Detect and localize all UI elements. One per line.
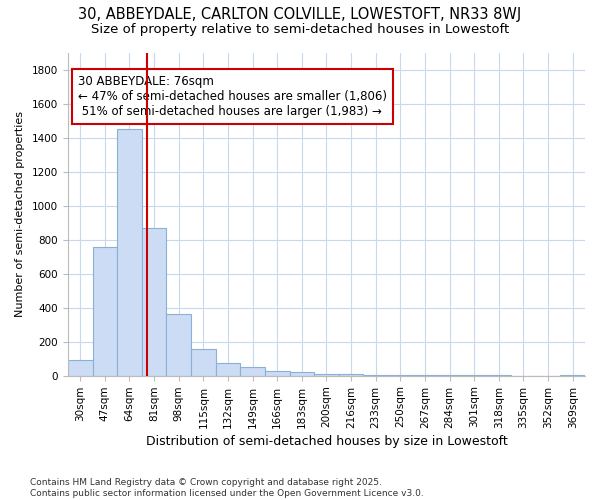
Y-axis label: Number of semi-detached properties: Number of semi-detached properties (15, 111, 25, 317)
Bar (215, 363, 240, 376)
Bar (166, 314, 191, 376)
Bar (388, 375, 413, 376)
X-axis label: Distribution of semi-detached houses by size in Lowestoft: Distribution of semi-detached houses by … (146, 434, 508, 448)
Text: 30 ABBEYDALE: 76sqm
← 47% of semi-detached houses are smaller (1,806)
 51% of se: 30 ABBEYDALE: 76sqm ← 47% of semi-detach… (78, 75, 387, 118)
Bar (92, 248, 117, 376)
Text: 30, ABBEYDALE, CARLTON COLVILLE, LOWESTOFT, NR33 8WJ: 30, ABBEYDALE, CARLTON COLVILLE, LOWESTO… (79, 8, 521, 22)
Bar (290, 372, 314, 376)
Bar (240, 367, 265, 376)
Bar (339, 374, 364, 376)
Bar (364, 375, 388, 376)
Bar (265, 370, 290, 376)
Bar (117, 129, 142, 376)
Bar (142, 228, 166, 376)
Bar (413, 375, 437, 376)
Bar (191, 350, 215, 376)
Bar (314, 374, 339, 376)
Text: Size of property relative to semi-detached houses in Lowestoft: Size of property relative to semi-detach… (91, 22, 509, 36)
Bar (68, 360, 92, 376)
Bar (560, 375, 585, 376)
Text: Contains HM Land Registry data © Crown copyright and database right 2025.
Contai: Contains HM Land Registry data © Crown c… (30, 478, 424, 498)
